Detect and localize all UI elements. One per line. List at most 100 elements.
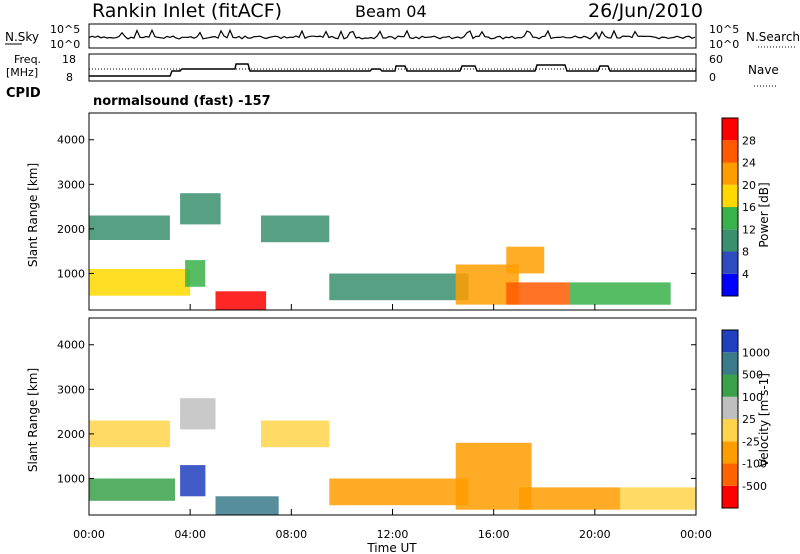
colorbar-swatch bbox=[722, 207, 738, 230]
x-tick-label: 00:00 bbox=[73, 528, 105, 541]
freq-panel: Freq. [MHz] 18 8 60 0 Nave bbox=[6, 53, 779, 87]
freq-label: Freq. bbox=[14, 53, 41, 66]
colorbar-swatch bbox=[722, 374, 738, 397]
heatmap-cell bbox=[180, 465, 206, 497]
y-tick-label: 2000 bbox=[57, 428, 85, 441]
velocity-cbar-label: Velocity [m s-1] bbox=[757, 373, 771, 467]
colorbar-tick-label: 20 bbox=[742, 179, 756, 192]
velocity-panel bbox=[88, 317, 697, 516]
heatmap-cell bbox=[89, 420, 170, 448]
colorbar-swatch bbox=[722, 419, 738, 442]
freq-tick-high: 18 bbox=[62, 53, 76, 66]
colorbar-swatch bbox=[722, 330, 738, 353]
colorbar-tick-label: -500 bbox=[742, 480, 767, 493]
power-cbar-label: Power [dB] bbox=[757, 182, 771, 247]
y-tick-label: 3000 bbox=[57, 383, 85, 396]
colorbar-swatch bbox=[722, 118, 738, 141]
date-label: 26/Jun/2010 bbox=[588, 0, 704, 22]
heatmap-cell bbox=[215, 496, 279, 515]
power-ylabel: Slant Range [km] bbox=[26, 163, 40, 267]
cpid-label: CPID bbox=[6, 86, 41, 101]
colorbar-swatch bbox=[722, 485, 738, 509]
heatmap-cell bbox=[519, 487, 621, 510]
colorbar-swatch bbox=[722, 229, 738, 252]
x-ticks: 00:00 04:00 08:00 12:00 16:00 20:00 00:00 bbox=[73, 304, 712, 541]
colorbar-tick-label: 8 bbox=[742, 246, 749, 259]
x-tick-label: 16:00 bbox=[478, 528, 510, 541]
heatmap-cell bbox=[620, 487, 696, 510]
colorbar-swatch bbox=[722, 140, 738, 163]
freq-unit: [MHz] bbox=[6, 66, 38, 79]
y-tick-label: 1000 bbox=[57, 472, 85, 485]
heatmap-cell bbox=[89, 269, 191, 296]
colorbar-tick-label: 25 bbox=[742, 413, 756, 426]
nave-tick-high: 60 bbox=[709, 53, 723, 66]
nave-label: Nave bbox=[748, 63, 779, 77]
colorbar-swatch bbox=[722, 396, 738, 420]
nsky-label: N.Sky bbox=[5, 30, 39, 44]
heatmap-cell bbox=[185, 260, 206, 287]
heatmap-cell bbox=[569, 282, 671, 305]
colorbar-swatch bbox=[722, 441, 738, 464]
power-cells bbox=[89, 193, 671, 310]
nsearch-tick-high: 10^5 bbox=[709, 23, 739, 36]
cpid-text: normalsound (fast) -157 bbox=[93, 94, 271, 109]
heatmap-cell bbox=[455, 442, 532, 510]
colorbar-tick-label: 1000 bbox=[742, 346, 770, 359]
freq-trace bbox=[89, 63, 696, 77]
xlabel: Time UT bbox=[366, 541, 417, 554]
nsky-tick-high: 10^5 bbox=[50, 23, 80, 36]
colorbar-tick-label: 24 bbox=[742, 157, 756, 170]
nsky-tick-low: 10^0 bbox=[50, 38, 80, 51]
colorbar-tick-label: 4 bbox=[742, 268, 749, 281]
colorbar-tick-label: 12 bbox=[742, 223, 756, 236]
y-tick-label: 1000 bbox=[57, 267, 85, 280]
colorbar-swatch bbox=[722, 352, 738, 375]
colorbar-swatch bbox=[722, 273, 738, 297]
x-tick-label: 12:00 bbox=[377, 528, 409, 541]
colorbar-swatch bbox=[722, 251, 738, 274]
x-tick-label: 08:00 bbox=[275, 528, 307, 541]
colorbar-tick-label: 500 bbox=[742, 369, 763, 382]
y-tick-label: 2000 bbox=[57, 223, 85, 236]
freq-tick-low: 8 bbox=[66, 71, 73, 84]
y-tick-label: 3000 bbox=[57, 178, 85, 191]
x-tick-label: 00:00 bbox=[680, 528, 712, 541]
velocity-cells bbox=[89, 398, 696, 515]
nsearch-tick-low: 10^0 bbox=[709, 38, 739, 51]
nsearch-label: N.Search bbox=[746, 30, 800, 44]
heatmap-cell bbox=[506, 246, 545, 274]
colorbar-tick-label: 100 bbox=[742, 391, 763, 404]
colorbar-tick-label: -100 bbox=[742, 458, 767, 471]
y-tick-label: 4000 bbox=[57, 134, 85, 147]
x-tick-label: 04:00 bbox=[174, 528, 206, 541]
heatmap-cell bbox=[329, 273, 469, 301]
colorbar-tick-label: 28 bbox=[742, 134, 756, 147]
colorbar-tick-label: 16 bbox=[742, 201, 756, 214]
colorbar-tick-label: -25 bbox=[742, 435, 760, 448]
heatmap-cell bbox=[180, 193, 221, 225]
nsky-panel: N.Sky 10^5 10^0 10^5 10^0 N.Search bbox=[5, 23, 800, 51]
heatmap-cell bbox=[180, 398, 216, 430]
colorbar-swatch bbox=[722, 162, 738, 185]
y-ticks: 4000 3000 2000 1000 4000 3000 2000 1000 bbox=[57, 134, 696, 485]
x-tick-label: 20:00 bbox=[579, 528, 611, 541]
heatmap-cell bbox=[506, 282, 570, 305]
station-title: Rankin Inlet (fitACF) bbox=[92, 0, 283, 22]
nsky-trace bbox=[88, 28, 696, 40]
heatmap-cell bbox=[261, 420, 330, 448]
heatmap-cell bbox=[261, 215, 330, 243]
heatmap-cell bbox=[329, 478, 469, 506]
colorbar-swatch bbox=[722, 184, 738, 208]
power-colorbar: 28 24 20 16 12 8 4 bbox=[721, 117, 756, 297]
velocity-ylabel: Slant Range [km] bbox=[26, 368, 40, 472]
colorbar-swatch bbox=[722, 463, 738, 486]
velocity-colorbar: 1000 500 100 25 -25 -100 -500 bbox=[721, 329, 770, 509]
heatmap-cell bbox=[215, 291, 267, 310]
power-panel bbox=[88, 112, 697, 311]
nave-tick-low: 0 bbox=[709, 71, 716, 84]
heatmap-cell bbox=[89, 478, 175, 501]
heatmap-cell bbox=[89, 215, 170, 240]
beam-label: Beam 04 bbox=[355, 2, 427, 21]
